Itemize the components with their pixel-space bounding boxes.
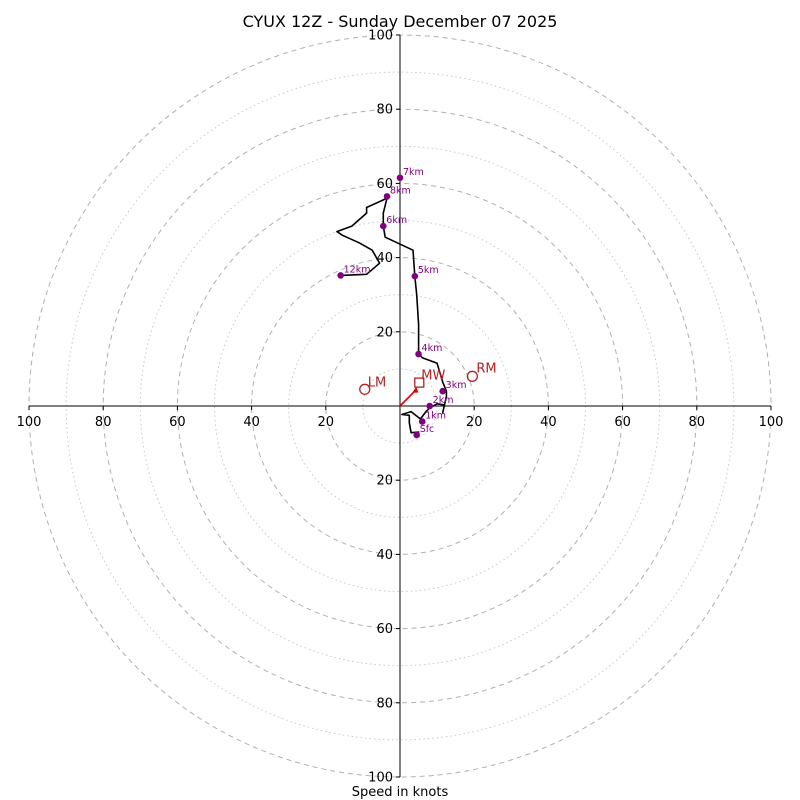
mean-wind-marker [414, 377, 425, 388]
height-marker-dot [396, 174, 404, 182]
y-tick-label: 60 [376, 177, 393, 192]
x-tick-label: 80 [689, 415, 706, 430]
y-tick-label: 80 [376, 103, 393, 118]
y-tick-label: 40 [376, 548, 393, 563]
y-tick-label: 100 [368, 29, 393, 44]
right-mover-marker [466, 370, 478, 382]
height-marker-dot [383, 193, 391, 200]
x-tick-label: 40 [540, 415, 557, 430]
right-mover-label: RM [476, 361, 496, 376]
height-markers: Sfc 1km 2km 3km 4km 5km 6km 8km 7km 12km [337, 167, 467, 439]
height-marker-label: 8km [390, 185, 411, 196]
height-marker-dot [337, 272, 344, 279]
height-marker-dot [439, 387, 446, 395]
x-tick-label: 100 [17, 415, 42, 430]
height-marker-label: 5km [418, 265, 439, 276]
left-mover-marker [359, 383, 371, 395]
x-tick-label: 80 [95, 415, 112, 430]
height-marker-dot [418, 418, 426, 425]
height-marker-label: 7km [403, 167, 424, 178]
height-marker-label: Sfc [420, 424, 435, 435]
x-axis-label: Speed in knots [352, 785, 449, 800]
mean-wind-label: MW [421, 369, 445, 384]
height-marker-label: 2km [433, 395, 454, 406]
y-tick-label: 40 [376, 251, 393, 266]
height-marker-label: 1km [425, 411, 446, 422]
axis-ticks: 100 80 60 40 20 20 40 60 80 100100806040202040608… [17, 29, 784, 786]
hodograph-trace [336, 197, 448, 436]
x-tick-label: 40 [243, 415, 260, 430]
y-tick-label: 100 [368, 771, 393, 786]
height-marker-label: 12km [344, 264, 371, 275]
chart-title: CYUX 12Z - Sunday December 07 2025 [243, 12, 558, 31]
y-tick-label: 20 [376, 325, 393, 340]
storm-motion: RM LM MW [359, 361, 497, 407]
mean-wind-arrowhead [412, 386, 419, 393]
y-tick-label: 60 [376, 622, 393, 637]
x-tick-label: 20 [466, 415, 483, 430]
height-marker-dot [426, 402, 433, 410]
x-tick-label: 20 [318, 415, 335, 430]
x-tick-label: 100 [759, 415, 784, 430]
x-tick-label: 60 [169, 415, 186, 430]
height-marker-dot [413, 431, 420, 439]
height-marker-dot [415, 350, 422, 358]
height-marker-label: 3km [446, 380, 467, 391]
left-mover-label: LM [368, 375, 386, 390]
height-marker-dot [411, 272, 419, 280]
height-marker-dot [380, 222, 387, 230]
height-marker-label: 6km [386, 215, 407, 226]
y-tick-label: 20 [376, 474, 393, 489]
hodograph-line [336, 197, 448, 436]
height-marker-label: 4km [422, 343, 443, 354]
y-tick-label: 80 [376, 696, 393, 711]
x-tick-label: 60 [614, 415, 631, 430]
